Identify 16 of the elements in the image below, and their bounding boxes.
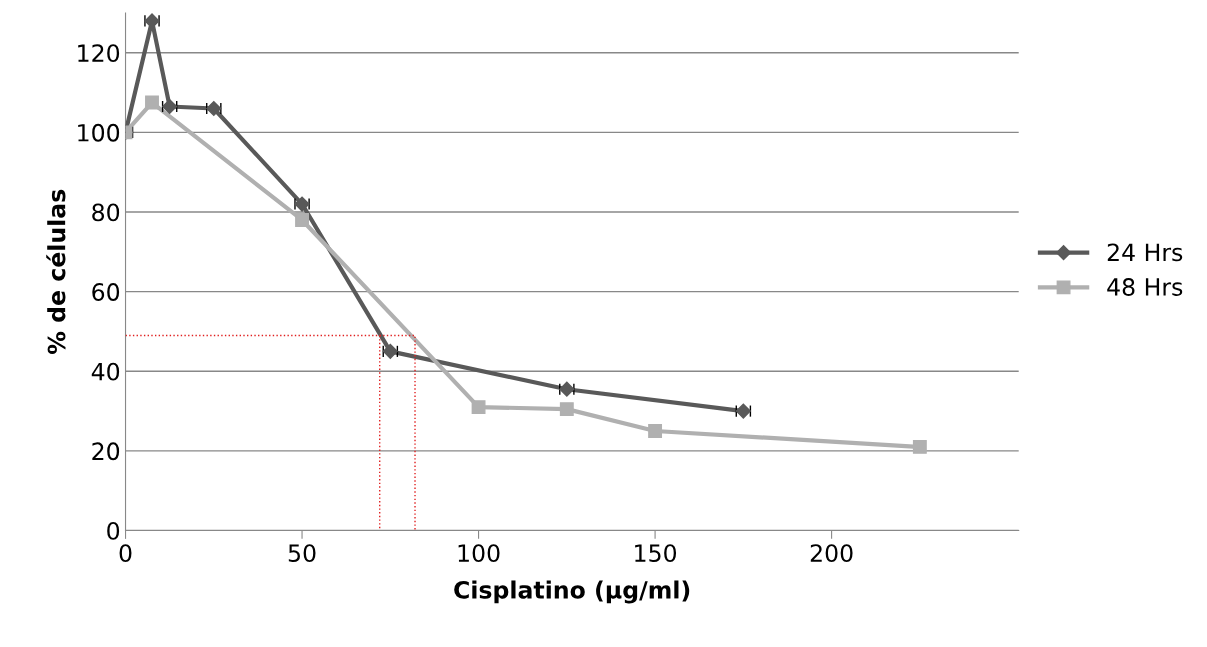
x-tick-label: 200 (810, 544, 853, 563)
y-tick-label: 100 (78, 123, 120, 142)
x-tick-label: 0 (119, 544, 132, 563)
x-tick-label: 50 (288, 544, 316, 563)
x-tick-label: 150 (635, 544, 677, 563)
y-tick-label: 120 (78, 44, 120, 63)
x-tick-label: 100 (458, 544, 500, 563)
legend-label: 48 Hrs (1107, 278, 1183, 296)
y-tick-label: 40 (91, 362, 120, 381)
x-axis-title: Cisplatino (µg/ml) (454, 580, 690, 604)
y-tick-label: 60 (92, 283, 120, 301)
y-tick-label: 80 (92, 203, 120, 222)
legend-label: 24 Hrs (1107, 243, 1183, 262)
y-tick-label: 0 (107, 521, 120, 540)
y-axis-title: % de células (46, 189, 66, 354)
y-tick-label: 20 (92, 442, 120, 461)
